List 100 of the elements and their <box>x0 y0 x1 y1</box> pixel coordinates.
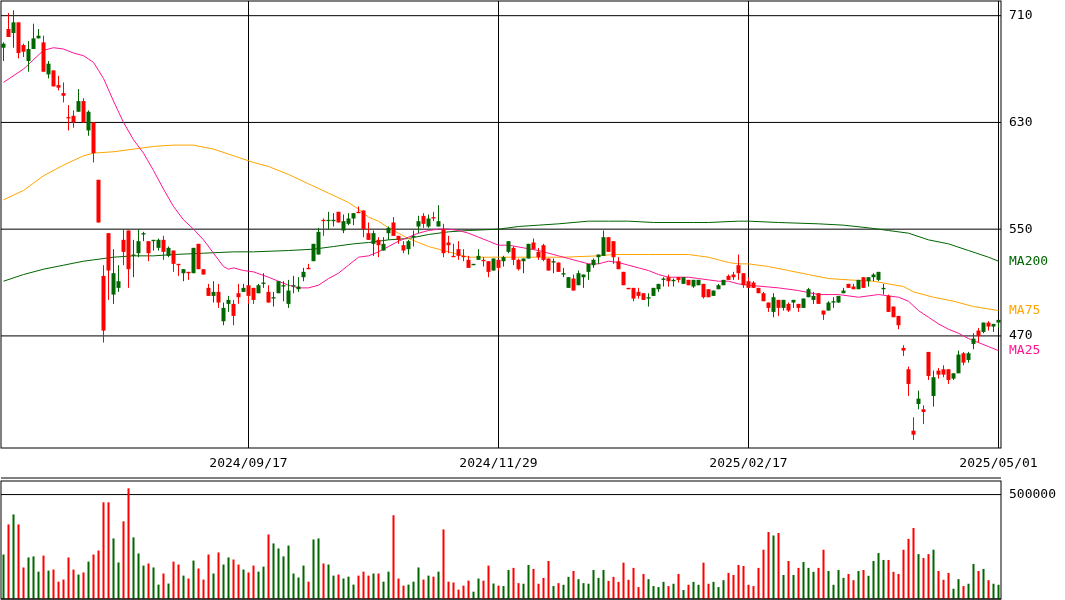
y-tick-label: 470 <box>1009 327 1033 343</box>
bar <box>117 562 120 599</box>
bar <box>542 577 545 599</box>
candlestick <box>216 283 221 309</box>
bar <box>172 561 175 599</box>
bar <box>52 569 55 599</box>
y-tick-label: 710 <box>1009 7 1033 23</box>
bar <box>382 581 385 599</box>
series-label: MA75 <box>1009 302 1041 318</box>
bar <box>502 586 505 599</box>
bar <box>757 567 760 599</box>
bar <box>822 549 825 599</box>
line-series <box>3 47 999 352</box>
bar <box>867 575 870 599</box>
bar <box>937 571 940 599</box>
bar <box>522 583 525 599</box>
y-tick-label: 500000 <box>1009 486 1056 502</box>
bar <box>582 583 585 599</box>
bar <box>337 574 340 599</box>
candlestick <box>231 299 236 326</box>
candlestick <box>646 292 651 308</box>
bar <box>987 580 990 599</box>
bar <box>882 559 885 599</box>
series-label: MA25 <box>1009 342 1041 358</box>
candlestick <box>6 12 11 38</box>
bar <box>297 577 300 599</box>
bar <box>702 562 705 599</box>
bar <box>377 573 380 599</box>
bar <box>292 573 295 599</box>
bar <box>707 583 710 599</box>
bar <box>902 549 905 599</box>
bar <box>2 554 5 599</box>
candlestick <box>611 240 616 265</box>
bar <box>777 533 780 599</box>
bar <box>642 573 645 599</box>
bar <box>657 587 660 599</box>
bar <box>872 560 875 599</box>
bar <box>282 556 285 599</box>
bar <box>17 524 20 599</box>
candlestick <box>281 280 286 302</box>
bar <box>227 557 230 599</box>
bar <box>712 581 715 599</box>
bar <box>587 583 590 599</box>
bar <box>342 578 345 599</box>
bar <box>22 567 25 599</box>
bar <box>837 569 840 599</box>
bar <box>892 571 895 599</box>
bar <box>362 571 365 599</box>
bar <box>732 574 735 599</box>
bar <box>307 581 310 599</box>
bar <box>897 573 900 599</box>
bar <box>72 569 75 599</box>
candlestick <box>26 40 31 73</box>
y-tick-label: 550 <box>1009 220 1033 236</box>
bar <box>812 571 815 599</box>
bar <box>247 572 250 599</box>
bar <box>772 535 775 599</box>
bar <box>492 583 495 599</box>
bar <box>287 545 290 599</box>
series-label: MA200 <box>1009 252 1049 268</box>
bar <box>792 574 795 599</box>
bar <box>647 579 650 599</box>
bar <box>977 571 980 599</box>
candlestick <box>601 230 606 257</box>
bar <box>477 578 480 599</box>
bar <box>277 548 280 599</box>
bar <box>552 586 555 599</box>
bar <box>652 586 655 599</box>
candlestick <box>31 23 36 50</box>
bar <box>82 572 85 599</box>
candlestick <box>911 416 916 441</box>
bar <box>272 543 275 599</box>
candlestick <box>436 204 441 227</box>
bar <box>332 575 335 599</box>
bar <box>417 567 420 599</box>
bar <box>222 564 225 599</box>
bar <box>992 583 995 599</box>
bar <box>847 573 850 599</box>
candlestick <box>81 97 86 123</box>
bar <box>677 573 680 599</box>
bar <box>37 571 40 599</box>
candlestick <box>456 240 461 261</box>
bar <box>357 575 360 599</box>
bar <box>557 583 560 599</box>
bar <box>47 570 50 599</box>
bar <box>392 515 395 599</box>
candlestick <box>86 109 91 137</box>
candlestick <box>221 302 226 326</box>
bar <box>207 554 210 599</box>
bar <box>27 557 30 599</box>
bar <box>112 538 115 599</box>
candlestick <box>736 254 741 281</box>
bar <box>157 584 160 599</box>
bar <box>927 554 930 599</box>
bar <box>182 575 185 599</box>
bar <box>57 581 60 599</box>
bar <box>627 579 630 599</box>
bar <box>957 579 960 599</box>
bar <box>947 572 950 599</box>
bar <box>692 581 695 599</box>
